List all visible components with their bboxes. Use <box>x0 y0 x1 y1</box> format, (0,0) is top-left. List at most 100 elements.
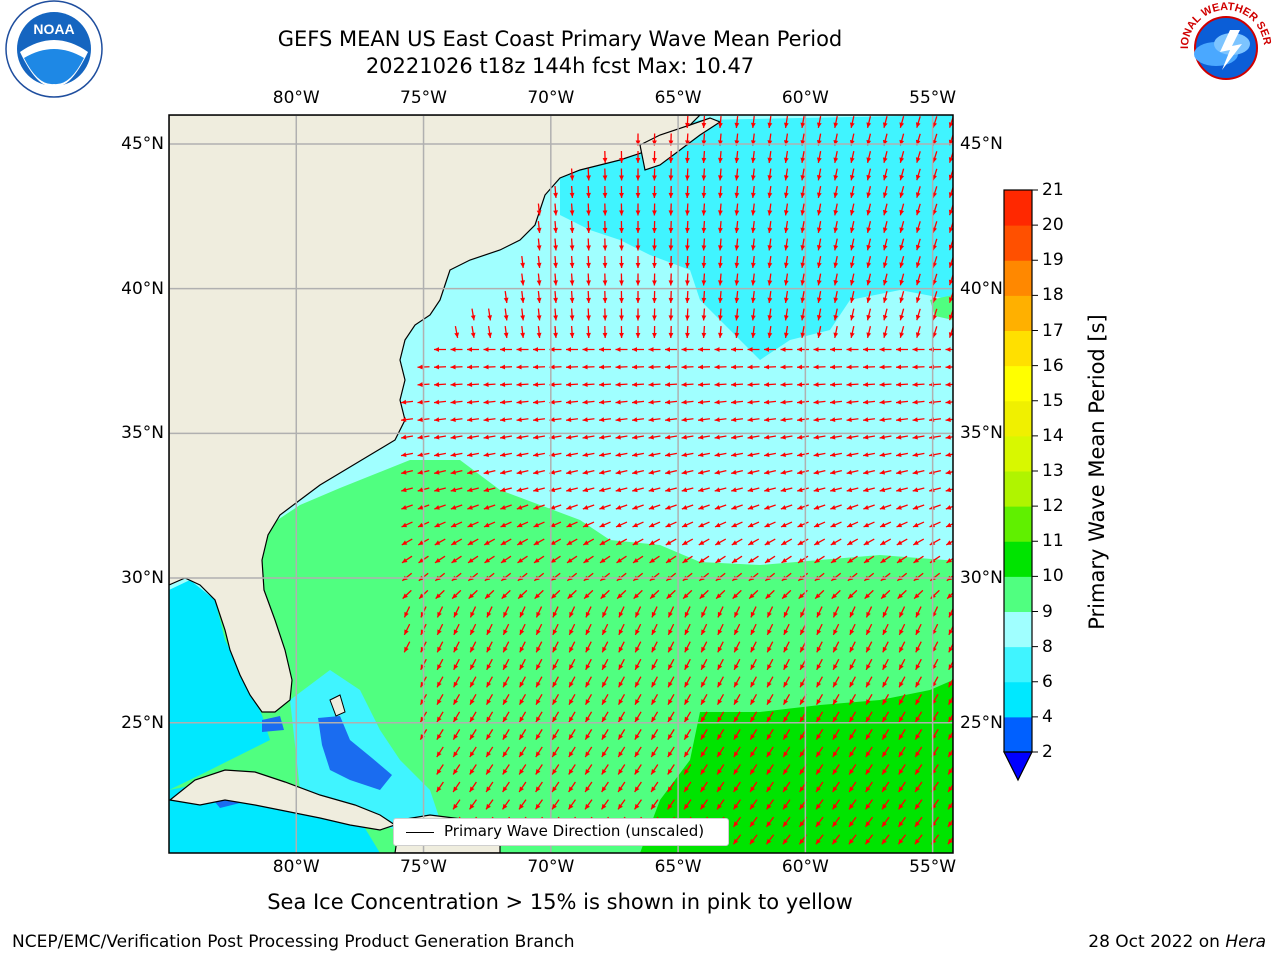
wave-arrow <box>816 203 822 216</box>
wave-arrow <box>701 220 707 234</box>
wave-arrow <box>816 658 823 671</box>
wave-arrow <box>882 221 888 233</box>
wave-arrow <box>895 417 909 423</box>
wave-arrow <box>602 168 608 181</box>
wave-arrow <box>681 382 694 387</box>
wave-arrow <box>849 308 855 321</box>
wave-arrow <box>619 220 624 234</box>
wave-arrow <box>681 434 694 440</box>
wave-arrow <box>685 325 690 339</box>
wave-arrow <box>800 255 806 269</box>
wave-arrow <box>648 417 661 423</box>
wave-arrow <box>434 538 446 546</box>
wave-arrow <box>650 799 659 810</box>
wave-arrow <box>483 364 496 370</box>
wave-arrow <box>450 347 463 352</box>
wave-arrow <box>879 347 892 352</box>
lon-tick-label-top: 80°W <box>272 88 320 108</box>
wave-arrow <box>864 816 874 828</box>
wave-arrow <box>535 641 543 653</box>
wave-arrow <box>848 746 857 758</box>
wave-arrow <box>615 452 628 458</box>
wave-arrow <box>945 505 953 510</box>
wave-arrow <box>766 729 774 740</box>
wave-arrow <box>436 693 444 706</box>
wave-arrow <box>519 676 526 688</box>
wave-arrow <box>862 434 876 440</box>
wave-arrow <box>648 452 661 458</box>
wave-arrow <box>849 641 856 653</box>
wave-arrow <box>730 364 744 370</box>
wave-arrow <box>750 325 756 339</box>
wave-arrow <box>516 347 529 352</box>
wave-arrow <box>453 606 460 618</box>
wave-arrow <box>698 504 710 510</box>
wave-arrow <box>849 151 855 163</box>
wave-arrow <box>631 452 645 458</box>
wave-arrow <box>565 434 579 440</box>
wave-arrow <box>667 623 675 636</box>
colorbar-tick-label: 10 <box>1042 566 1064 587</box>
wave-arrow <box>932 238 938 251</box>
wave-arrow <box>813 487 826 493</box>
wave-arrow <box>568 658 576 671</box>
colorbar-tick-label: 13 <box>1042 461 1064 481</box>
wave-arrow <box>848 816 857 828</box>
wave-arrow <box>635 168 641 181</box>
wave-arrow <box>733 764 741 775</box>
wave-arrow <box>733 658 741 671</box>
wave-arrow <box>681 538 694 546</box>
lon-tick-label-top: 65°W <box>654 88 702 108</box>
wave-arrow <box>813 417 826 423</box>
wave-arrow <box>681 504 694 510</box>
wave-arrow <box>932 326 938 338</box>
wave-arrow <box>667 711 675 723</box>
colorbar-tick-label: 19 <box>1042 250 1064 271</box>
wave-arrow <box>830 469 842 475</box>
wave-arrow <box>403 606 411 618</box>
wave-arrow <box>946 592 953 600</box>
wave-arrow <box>632 555 644 564</box>
wave-arrow <box>681 487 694 493</box>
wave-arrow <box>849 658 856 671</box>
wave-arrow <box>865 693 873 706</box>
wave-arrow <box>782 693 791 706</box>
wave-arrow <box>718 255 723 269</box>
wave-arrow <box>717 641 724 653</box>
wave-arrow <box>849 238 855 251</box>
wave-arrow <box>467 469 479 475</box>
wave-arrow <box>635 203 641 216</box>
wave-arrow <box>816 185 822 199</box>
wave-arrow <box>796 364 810 370</box>
wave-arrow <box>469 729 477 740</box>
wave-arrow <box>767 238 773 251</box>
colorbar-tick-label: 4 <box>1042 706 1053 727</box>
wave-arrow <box>833 325 839 339</box>
wave-arrow <box>583 589 594 600</box>
wave-arrow <box>699 589 709 600</box>
wave-arrow <box>400 399 414 405</box>
wave-arrow <box>782 799 791 810</box>
wave-arrow <box>882 151 888 163</box>
wave-arrow <box>601 693 609 706</box>
wave-arrow <box>766 693 774 706</box>
wave-arrow <box>766 676 774 688</box>
wave-arrow <box>487 308 493 321</box>
wave-arrow <box>783 168 789 181</box>
wave-arrow <box>401 469 413 475</box>
wave-arrow <box>879 521 892 528</box>
wave-arrow <box>436 711 444 723</box>
wave-arrow <box>615 434 628 440</box>
wave-arrow <box>717 606 724 618</box>
wave-arrow <box>499 364 513 370</box>
wave-arrow <box>601 764 609 775</box>
wave-arrow <box>912 521 925 528</box>
wave-arrow <box>714 538 727 546</box>
wave-arrow <box>767 220 773 234</box>
wave-arrow <box>915 116 921 128</box>
wave-arrow <box>750 273 756 286</box>
wave-arrow <box>668 273 674 286</box>
chart-title: GEFS MEAN US East Coast Primary Wave Mea… <box>160 26 960 80</box>
wave-arrow <box>649 589 660 600</box>
